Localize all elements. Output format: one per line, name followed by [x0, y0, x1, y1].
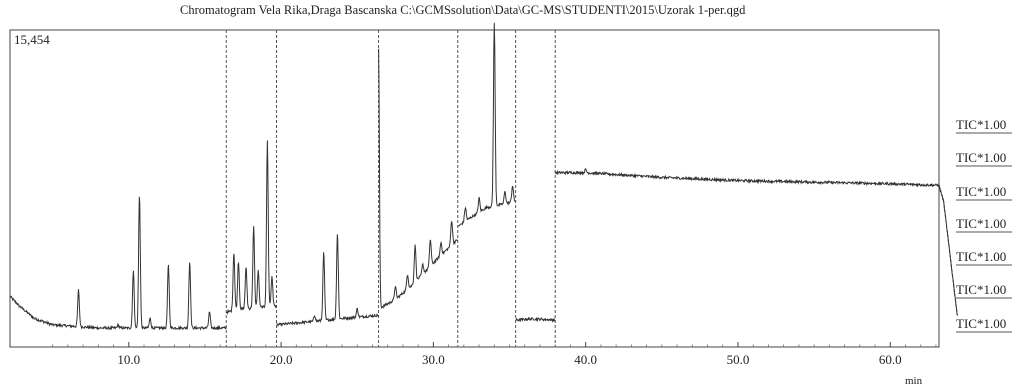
- legend-entry-5: TIC*1.00: [956, 249, 1006, 264]
- chart-title: Chromatogram Vela Rika,Draga Bascanska C…: [180, 3, 746, 17]
- legend-entry-1: TIC*1.00: [956, 117, 1006, 132]
- trace-segment-4: [378, 48, 459, 310]
- legend-entry-4: TIC*1.00: [956, 216, 1006, 231]
- trace-segment-7: [554, 168, 958, 316]
- x-tick-label-3: 30.0: [422, 352, 445, 367]
- x-tick-label-4: 40.0: [574, 352, 597, 367]
- trace-tail: [938, 185, 958, 316]
- x-tick-label-2: 20.0: [270, 352, 293, 367]
- trace-segment-6: [515, 316, 556, 323]
- plot-frame: [9, 29, 940, 348]
- segment-boundaries: [225, 30, 556, 347]
- legend-entry-7: TIC*1.00: [956, 316, 1006, 331]
- legend: TIC*1.00 TIC*1.00 TIC*1.00 TIC*1.00 TIC*1.00…: [956, 117, 1012, 333]
- x-tick-label-6: 60.0: [879, 352, 902, 367]
- x-tick-label-5: 50.0: [727, 352, 750, 367]
- legend-entry-3: TIC*1.00: [956, 184, 1006, 199]
- traces: [9, 22, 958, 331]
- y-max-label: 15,454: [14, 32, 50, 47]
- trace-segment-2: [225, 140, 277, 315]
- x-axis-ticks: 10.0 20.0 30.0 40.0 50.0 60.0: [52, 342, 937, 367]
- legend-entry-6: TIC*1.00: [956, 282, 1006, 297]
- x-tick-label-1: 10.0: [117, 352, 140, 367]
- trace-segment-3: [276, 234, 379, 328]
- x-axis-unit: min: [905, 375, 923, 387]
- trace-segment-5: [457, 22, 516, 227]
- legend-entry-2: TIC*1.00: [956, 150, 1006, 165]
- trace-segment-1: [9, 196, 227, 331]
